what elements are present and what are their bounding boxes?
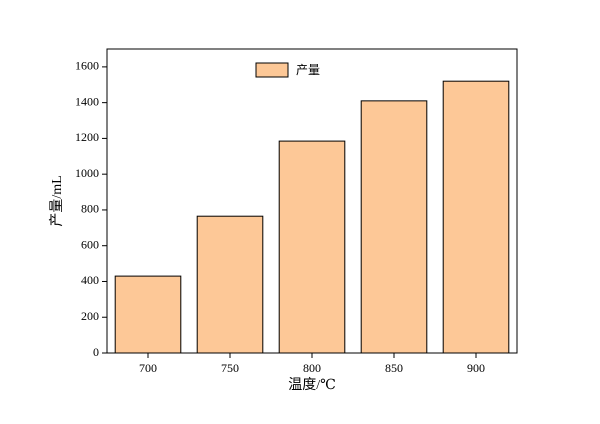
bar — [360, 100, 428, 354]
x-axis-title: 温度/℃ — [288, 377, 336, 393]
y-tick-label: 0 — [93, 345, 99, 359]
y-tick-label: 1000 — [75, 166, 99, 180]
y-tick-label: 1600 — [75, 59, 99, 73]
y-tick-label: 400 — [81, 273, 99, 287]
x-tick-label: 850 — [385, 361, 403, 375]
y-tick-label: 1400 — [75, 94, 99, 108]
y-tick-label: 800 — [81, 202, 99, 216]
y-axis-title: 产量/mL — [49, 175, 65, 226]
legend-swatch — [255, 62, 289, 78]
y-tick-label: 1200 — [75, 130, 99, 144]
legend-label: 产量 — [296, 63, 320, 77]
x-tick-label: 800 — [303, 361, 321, 375]
bar — [196, 215, 264, 354]
y-tick-label: 600 — [81, 237, 99, 251]
bar — [278, 140, 346, 354]
y-tick-label: 200 — [81, 309, 99, 323]
x-tick-label: 700 — [139, 361, 157, 375]
x-tick-label: 900 — [467, 361, 485, 375]
x-tick-label: 750 — [221, 361, 239, 375]
bar — [114, 275, 182, 354]
bar — [442, 80, 510, 354]
